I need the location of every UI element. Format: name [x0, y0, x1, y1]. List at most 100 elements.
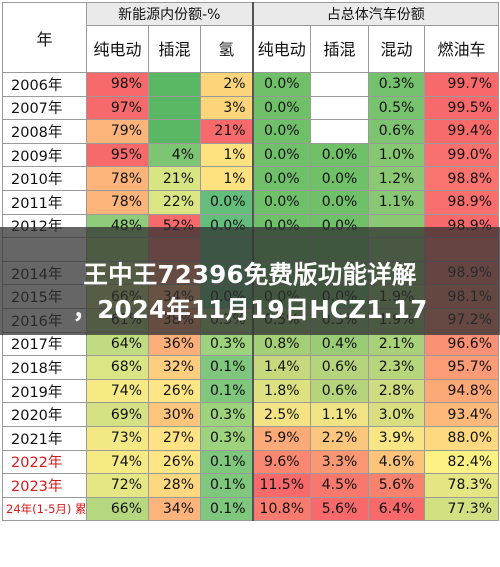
phev-total-cell: 0.6%: [310, 355, 370, 380]
year-column-header: 年: [2, 2, 87, 73]
hybrid-total-cell: 1.0%: [368, 142, 426, 168]
table-row: 24年(1-5月) 累计66%34%0.1%10.8%5.6%6.4%77.3%: [2, 496, 500, 522]
table-row: 2009年 95% 4% 1% 0.0% 0.0% 1.0% 99.0%: [2, 142, 500, 168]
column-header-hybrid: 混动: [368, 25, 426, 73]
bev-total-cell: 2.5%: [251, 402, 312, 427]
phev-share-cell: 28%: [148, 473, 201, 498]
column-header-bev-total: 纯电动: [251, 25, 312, 73]
phev-share-cell: [148, 72, 201, 97]
phev-total-cell: [310, 119, 370, 144]
year-cell: 2008年: [2, 119, 87, 144]
year-cell: 2007年: [2, 95, 87, 121]
phev-total-cell: 3.3%: [310, 449, 370, 475]
fuel-total-cell: 77.3%: [424, 496, 500, 522]
bev-share-cell: 74%: [86, 378, 149, 404]
bev-total-cell: 1.8%: [251, 378, 312, 404]
hybrid-total-cell: 2.3%: [368, 355, 426, 380]
bev-share-cell: 78%: [86, 166, 149, 191]
year-cell: 2019年: [2, 378, 87, 404]
bev-share-cell: 78%: [86, 189, 149, 215]
column-header-hydrogen: 氢: [199, 25, 254, 73]
phev-share-cell: [148, 95, 201, 121]
fuel-total-cell: 99.5%: [424, 95, 500, 121]
hydrogen-share-cell: 0.0%: [199, 189, 254, 215]
hydrogen-share-cell: 3%: [199, 95, 254, 121]
bev-share-cell: 72%: [86, 473, 149, 498]
bev-share-cell: 69%: [86, 402, 149, 427]
bev-total-cell: 5.9%: [251, 425, 312, 451]
bev-share-cell: 74%: [86, 449, 149, 475]
table-row: 2020年 69% 30% 0.3% 2.5% 1.1% 3.0% 93.4%: [2, 402, 500, 427]
bev-share-cell: 95%: [86, 142, 149, 168]
phev-share-cell: 22%: [148, 189, 201, 215]
phev-share-cell: 26%: [148, 449, 201, 475]
bev-total-cell: 11.5%: [251, 473, 312, 498]
column-header-fuel-vehicle: 燃油车: [424, 25, 500, 73]
fuel-total-cell: 94.8%: [424, 378, 500, 404]
phev-total-cell: 5.6%: [310, 496, 370, 522]
year-cell: 2017年: [2, 331, 87, 357]
year-cell: 24年(1-5月) 累计: [2, 496, 87, 522]
overlay-title-line-2: ，2024年11月19日HCZ1.17: [72, 295, 428, 324]
table-row: 2007年 97% 3% 0.0% 0.5% 99.5%: [2, 95, 500, 121]
phev-share-cell: 34%: [148, 496, 201, 522]
year-cell: 2022年: [2, 449, 87, 475]
bev-share-cell: 64%: [86, 331, 149, 357]
phev-total-cell: 4.5%: [310, 473, 370, 498]
fuel-total-cell: 88.0%: [424, 425, 500, 451]
year-cell: 2021年: [2, 425, 87, 451]
table-row: 2017年 64% 36% 0.3% 0.8% 0.4% 2.1% 96.6%: [2, 331, 500, 357]
column-header-row: 纯电动 插混 氢 纯电动 插混 混动 燃油车: [3, 25, 500, 73]
hydrogen-share-cell: 1%: [199, 142, 254, 168]
bev-share-cell: 66%: [86, 496, 149, 522]
overlay-title-line-1: 王中王72396免费版功能详解: [83, 260, 417, 289]
hybrid-total-cell: 1.2%: [368, 166, 426, 191]
hybrid-total-cell: 0.3%: [368, 72, 426, 97]
bev-share-cell: 97%: [86, 95, 149, 121]
column-header-bev-new-energy: 纯电动: [86, 25, 149, 73]
vehicle-share-table: 年 新能源内份额-% 占总体汽车份额 纯电动 插混 氢 纯电动 插混 混动 燃油…: [2, 2, 500, 522]
table-row: 2008年 79% 21% 0.0% 0.6% 99.4%: [2, 119, 500, 144]
bev-total-cell: 0.8%: [251, 331, 312, 357]
hydrogen-share-cell: 0.3%: [199, 425, 254, 451]
bev-total-cell: 1.4%: [251, 355, 312, 380]
year-cell: 2018年: [2, 355, 87, 380]
table-row: 2011年 78% 22% 0.0% 0.0% 0.0% 1.1% 98.9%: [2, 189, 500, 215]
hydrogen-share-cell: 0.1%: [199, 378, 254, 404]
total-share-group-header: 占总体汽车份额: [251, 2, 500, 26]
hybrid-total-cell: 3.9%: [368, 425, 426, 451]
table-row: 2021年 73% 27% 0.3% 5.9% 2.2% 3.9% 88.0%: [2, 425, 500, 451]
hydrogen-share-cell: 0.3%: [199, 331, 254, 357]
hybrid-total-cell: 6.4%: [368, 496, 426, 522]
phev-total-cell: 0.0%: [310, 189, 370, 215]
column-header-phev-new-energy: 插混: [148, 25, 201, 73]
hydrogen-share-cell: 2%: [199, 72, 254, 97]
column-header-phev-total: 插混: [310, 25, 370, 73]
phev-share-cell: 4%: [148, 142, 201, 168]
phev-share-cell: 27%: [148, 425, 201, 451]
table-row: 2010年 78% 21% 1% 0.0% 0.0% 1.2% 98.8%: [2, 166, 500, 191]
year-cell: 2020年: [2, 402, 87, 427]
table-row: 2023年 72% 28% 0.1% 11.5% 4.5% 5.6% 78.3%: [2, 473, 500, 498]
year-cell: 2023年: [2, 473, 87, 498]
phev-total-cell: 0.6%: [310, 378, 370, 404]
phev-share-cell: 26%: [148, 378, 201, 404]
table-row: 2006年 98% 2% 0.0% 0.3% 99.7%: [2, 72, 500, 97]
hybrid-total-cell: 5.6%: [368, 473, 426, 498]
bev-share-cell: 68%: [86, 355, 149, 380]
year-cell: 2009年: [2, 142, 87, 168]
phev-share-cell: 30%: [148, 402, 201, 427]
year-cell: 2011年: [2, 189, 87, 215]
fuel-total-cell: 82.4%: [424, 449, 500, 475]
bev-total-cell: 10.8%: [251, 496, 312, 522]
year-cell: 2006年: [2, 72, 87, 97]
hybrid-total-cell: 4.6%: [368, 449, 426, 475]
fuel-total-cell: 98.9%: [424, 189, 500, 215]
bev-total-cell: 9.6%: [251, 449, 312, 475]
phev-share-cell: [148, 119, 201, 144]
hydrogen-share-cell: 1%: [199, 166, 254, 191]
fuel-total-cell: 98.8%: [424, 166, 500, 191]
table-row: 2019年 74% 26% 0.1% 1.8% 0.6% 2.8% 94.8%: [2, 378, 500, 404]
watermark-overlay-band: [0, 227, 500, 335]
bev-total-cell: 0.0%: [251, 95, 312, 121]
